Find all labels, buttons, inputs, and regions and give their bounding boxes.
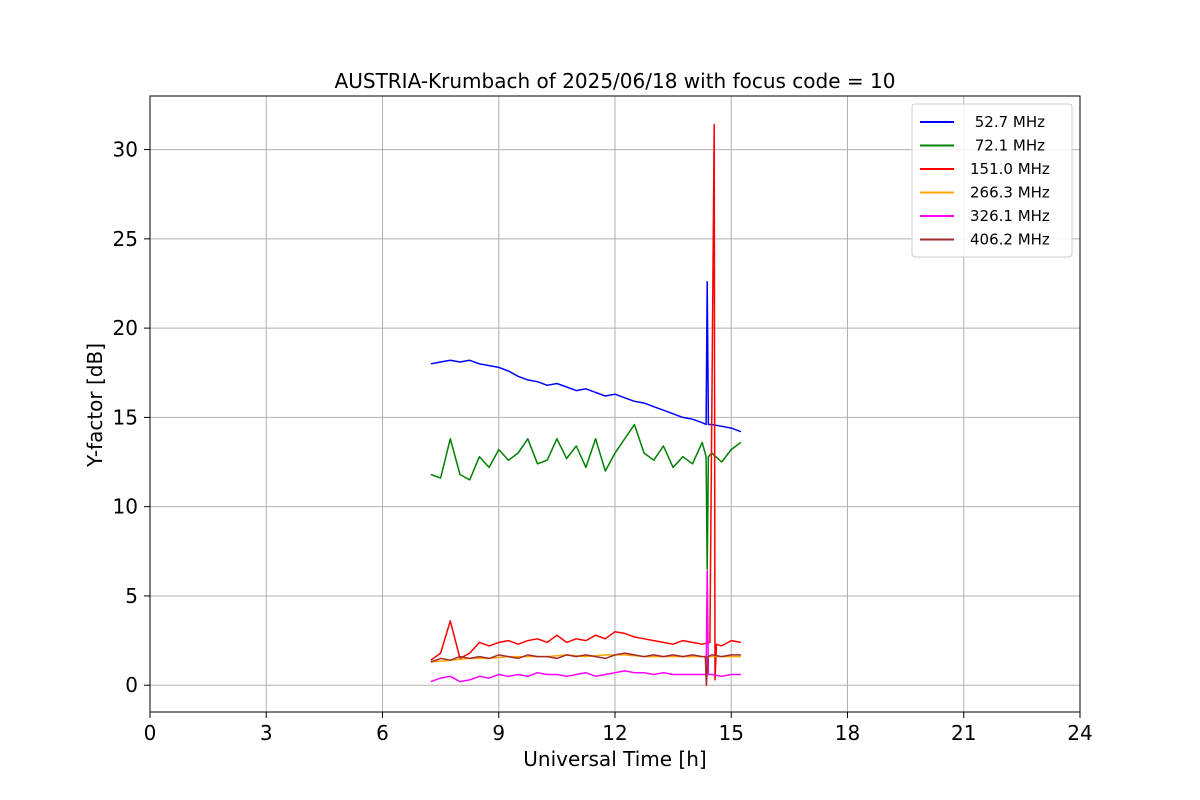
plot-series [430, 123, 742, 686]
legend-box [911, 103, 1073, 258]
series-line-2 [430, 123, 742, 681]
x-tick-label: 18 [835, 721, 860, 745]
legend-label-5: 406.2 MHz [970, 231, 1050, 249]
x-tick-label: 0 [144, 721, 157, 745]
x-tick-label: 6 [376, 721, 389, 745]
legend-label-1: 72.1 MHz [970, 137, 1045, 155]
series-line-4 [430, 570, 741, 683]
legend-label-0: 52.7 MHz [970, 113, 1045, 131]
series-line-1 [430, 423, 742, 570]
legend-label-4: 326.1 MHz [970, 207, 1050, 225]
legend: 52.7 MHz 72.1 MHz 151.0 MHz 266.3 MHz 326.1… [911, 103, 1073, 258]
y-tick-label: 30 [113, 138, 138, 162]
y-tick-label: 5 [125, 584, 138, 608]
x-tick-label: 21 [951, 721, 976, 745]
y-tick-label: 0 [125, 673, 138, 697]
x-tick-label: 12 [602, 721, 627, 745]
y-tick-label: 20 [113, 316, 138, 340]
series-line-3 [430, 654, 741, 663]
axis-ticks: 0 3 6 9 12 15 18 21 24 0 5 10 15 20 25 30 [113, 138, 1093, 745]
y-tick-label: 10 [113, 495, 138, 519]
y-tick-label: 15 [113, 405, 138, 429]
legend-label-2: 151.0 MHz [970, 160, 1050, 178]
x-tick-label: 9 [492, 721, 505, 745]
x-tick-label: 3 [260, 721, 273, 745]
x-tick-label: 24 [1067, 721, 1092, 745]
series-line-5 [430, 652, 741, 686]
chart-title: AUSTRIA-Krumbach of 2025/06/18 with focu… [335, 69, 896, 93]
x-tick-label: 15 [719, 721, 744, 745]
x-axis-label: Universal Time [h] [523, 747, 706, 771]
y-tick-label: 25 [113, 227, 138, 251]
legend-label-3: 266.3 MHz [970, 184, 1050, 202]
y-axis-label: Y-factor [dB] [83, 343, 107, 468]
series-line-0 [430, 280, 742, 433]
